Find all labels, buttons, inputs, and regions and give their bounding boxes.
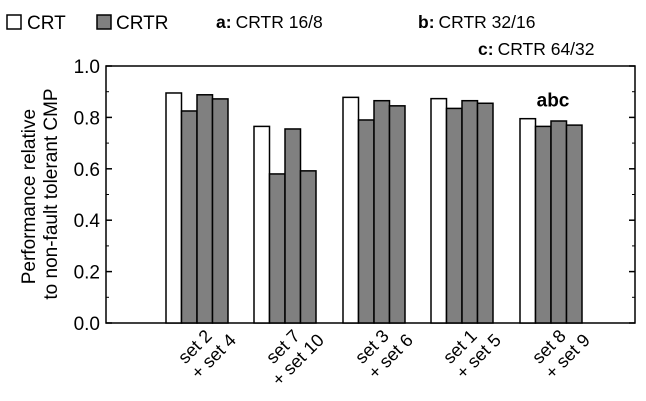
bar-crtr-16-8-1 — [268, 173, 286, 324]
bar-crtr-16-8-3 — [445, 107, 463, 324]
bar-crtr-16-8-4 — [534, 125, 552, 324]
y-axis: 0.0 0.2 0.4 0.6 0.8 1.0 — [74, 57, 635, 335]
bar-crt-4 — [519, 117, 537, 324]
legend-label-crtr: CRTR — [116, 13, 168, 34]
bar-crtr-16-8-0 — [180, 110, 198, 324]
bar-crtr-64-32-4 — [565, 124, 583, 324]
bar-crtr-32-16-2 — [373, 99, 391, 324]
bar-crtr-32-16-0 — [196, 94, 214, 324]
y-tick-label: 0.4 — [74, 211, 101, 232]
legend-note-b-text: CRTR 32/16 — [439, 12, 536, 32]
y-tick-label: 0.0 — [74, 314, 100, 335]
bar-crtr-32-16-1 — [284, 128, 302, 324]
legend-label-crt: CRT — [27, 13, 66, 34]
legend-swatch-crtr — [96, 14, 112, 30]
bar-crtr-32-16-3 — [461, 99, 479, 324]
x-tick-label: set 1+ set 5 — [439, 326, 505, 383]
bar-crt-3 — [430, 97, 448, 324]
legend-swatch-crt — [6, 14, 22, 30]
legend-note-b-key: b: — [418, 12, 435, 32]
y-axis-label-line-1: Performance relative — [19, 109, 40, 284]
bar-crt-0 — [165, 92, 183, 324]
y-tick-label: 0.2 — [74, 263, 100, 284]
legend-note-c-text: CRTR 64/32 — [498, 39, 595, 59]
bar-crtr-64-32-3 — [476, 102, 494, 324]
x-axis: set 2+ set 4 set 7+ set 10 set 3+ set 6 set… — [174, 326, 594, 390]
legend-note-c: c: CRTR 64/32 — [478, 39, 595, 59]
bar-crtr-64-32-1 — [299, 170, 317, 324]
x-tick-label: set 2+ set 4 — [174, 326, 240, 383]
bar-crtr-16-8-2 — [357, 119, 375, 324]
y-axis-label-line-2: to non-fault tolerant CMP — [41, 88, 62, 299]
bar-crt-2 — [342, 96, 360, 324]
y-tick-label: 0.6 — [74, 160, 100, 181]
x-tick-label: set 8+ set 9 — [528, 326, 594, 383]
y-tick-label: 1.0 — [74, 57, 100, 78]
legend: CRT CRTR a: CRTR 16/8 b: CRTR 32/16 c: CRTR… — [6, 12, 595, 59]
bar-crtr-64-32-2 — [388, 105, 406, 324]
bar-crt-1 — [253, 125, 271, 324]
legend-note-a-key: a: — [216, 12, 232, 32]
y-axis-label: Performance relative to non-fault tolera… — [19, 88, 62, 299]
bar-crtr-32-16-4 — [550, 120, 568, 324]
y-tick-label: 0.8 — [74, 108, 100, 129]
x-tick-label: set 7+ set 10 — [262, 326, 328, 390]
legend-note-b: b: CRTR 32/16 — [418, 12, 535, 32]
bar-group-annotation: abc — [537, 91, 570, 112]
bar-crtr-64-32-0 — [211, 98, 229, 324]
legend-note-a-text: CRTR 16/8 — [236, 12, 323, 32]
bars — [165, 92, 583, 324]
legend-note-a: a: CRTR 16/8 — [216, 12, 323, 32]
legend-note-c-key: c: — [478, 39, 494, 59]
x-tick-label: set 3+ set 6 — [351, 326, 417, 383]
